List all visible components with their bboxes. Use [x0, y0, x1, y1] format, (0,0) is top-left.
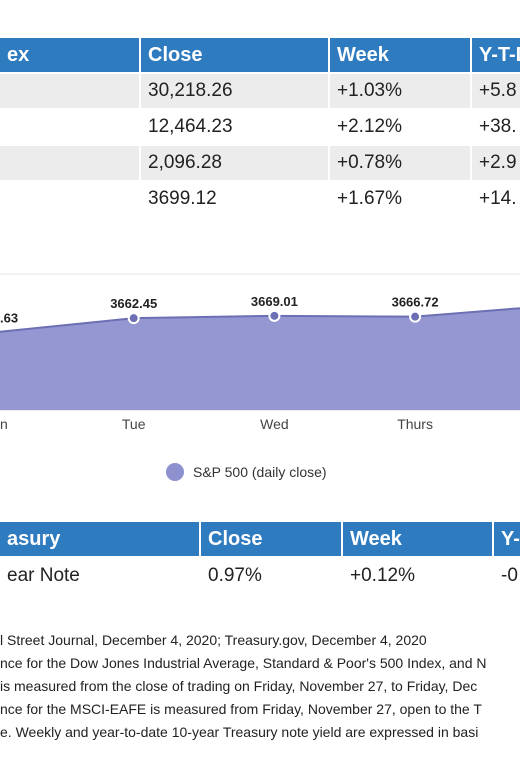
table-row: 30,218.26 +1.03% +5.8 — [0, 74, 520, 110]
table-cell: +2.9 — [470, 146, 517, 180]
table-cell: -0 — [492, 558, 518, 594]
table-cell: 2,096.28 — [139, 146, 222, 180]
table-row: ear Note 0.97% +0.12% -0 — [0, 558, 520, 596]
footnote-line: nce for the Dow Jones Industrial Average… — [0, 655, 487, 671]
footnotes: l Street Journal, December 4, 2020; Trea… — [0, 629, 520, 744]
table-cell: 30,218.26 — [139, 74, 233, 108]
header-cell: asury — [7, 527, 61, 550]
table-cell: +0.78% — [328, 146, 402, 180]
table-cell: +14. — [470, 182, 517, 216]
legend-label: S&P 500 (daily close) — [193, 464, 327, 480]
x-tick-label: Wed — [260, 416, 289, 432]
table-row: 12,464.23 +2.12% +38. — [0, 110, 520, 146]
footnote-line: nce for the MSCI-EAFE is measured from F… — [0, 701, 482, 717]
table-cell: ear Note — [7, 565, 80, 586]
header-cell: Y-T-D — [470, 38, 520, 72]
table-cell: 3699.12 — [139, 182, 217, 216]
point — [409, 310, 422, 323]
value-label: 3666.72 — [392, 295, 439, 310]
table-cell: +0.12% — [341, 558, 415, 594]
table-cell: 12,464.23 — [139, 110, 233, 144]
table-row: 2,096.28 +0.78% +2.9 — [0, 146, 520, 182]
table-cell: +2.12% — [328, 110, 402, 144]
footnote-line: is measured from the close of trading on… — [0, 678, 478, 694]
header-row: asury Close Week Y- — [0, 522, 520, 558]
value-label: 3662.45 — [110, 296, 157, 311]
footnote-line: l Street Journal, December 4, 2020; Trea… — [0, 632, 427, 648]
x-tick-label: n — [0, 416, 8, 432]
table-cell: +1.03% — [328, 74, 402, 108]
table-cell: +38. — [470, 110, 517, 144]
header-row: ex Close Week Y-T-D — [0, 38, 520, 74]
table-cell: 0.97% — [199, 558, 262, 594]
point — [127, 312, 140, 325]
header-cell: Close — [139, 38, 202, 72]
x-tick-label: Thurs — [397, 416, 433, 432]
value-label: .63 — [0, 310, 18, 325]
point — [268, 309, 281, 322]
table-row: 3699.12 +1.67% +14. — [0, 182, 520, 218]
x-tick-label: Tue — [122, 416, 146, 432]
chart: .63 3662.45 3669.01 3666.72 n Tue Wed Thurs S&P … — [0, 273, 520, 481]
header-cell: Close — [199, 522, 262, 556]
value-label: 3669.01 — [251, 294, 298, 309]
table-cell: +5.8 — [470, 74, 517, 108]
treasury-table: asury Close Week Y-ear Note 0.97% +0.12% -0 — [0, 522, 520, 596]
footnote-line: e. Weekly and year-to-date 10-year Treas… — [0, 724, 479, 740]
area — [0, 308, 520, 410]
header-cell: Y- — [492, 522, 520, 556]
header-cell: ex — [7, 43, 30, 66]
table-cell: +1.67% — [328, 182, 402, 216]
legend-swatch — [166, 463, 184, 481]
index-table: exCloseWeekY-T-D30,218.26+1.03%+5.812,46… — [0, 38, 520, 218]
header-cell: Week — [341, 522, 402, 556]
header-cell: Week — [328, 38, 389, 72]
